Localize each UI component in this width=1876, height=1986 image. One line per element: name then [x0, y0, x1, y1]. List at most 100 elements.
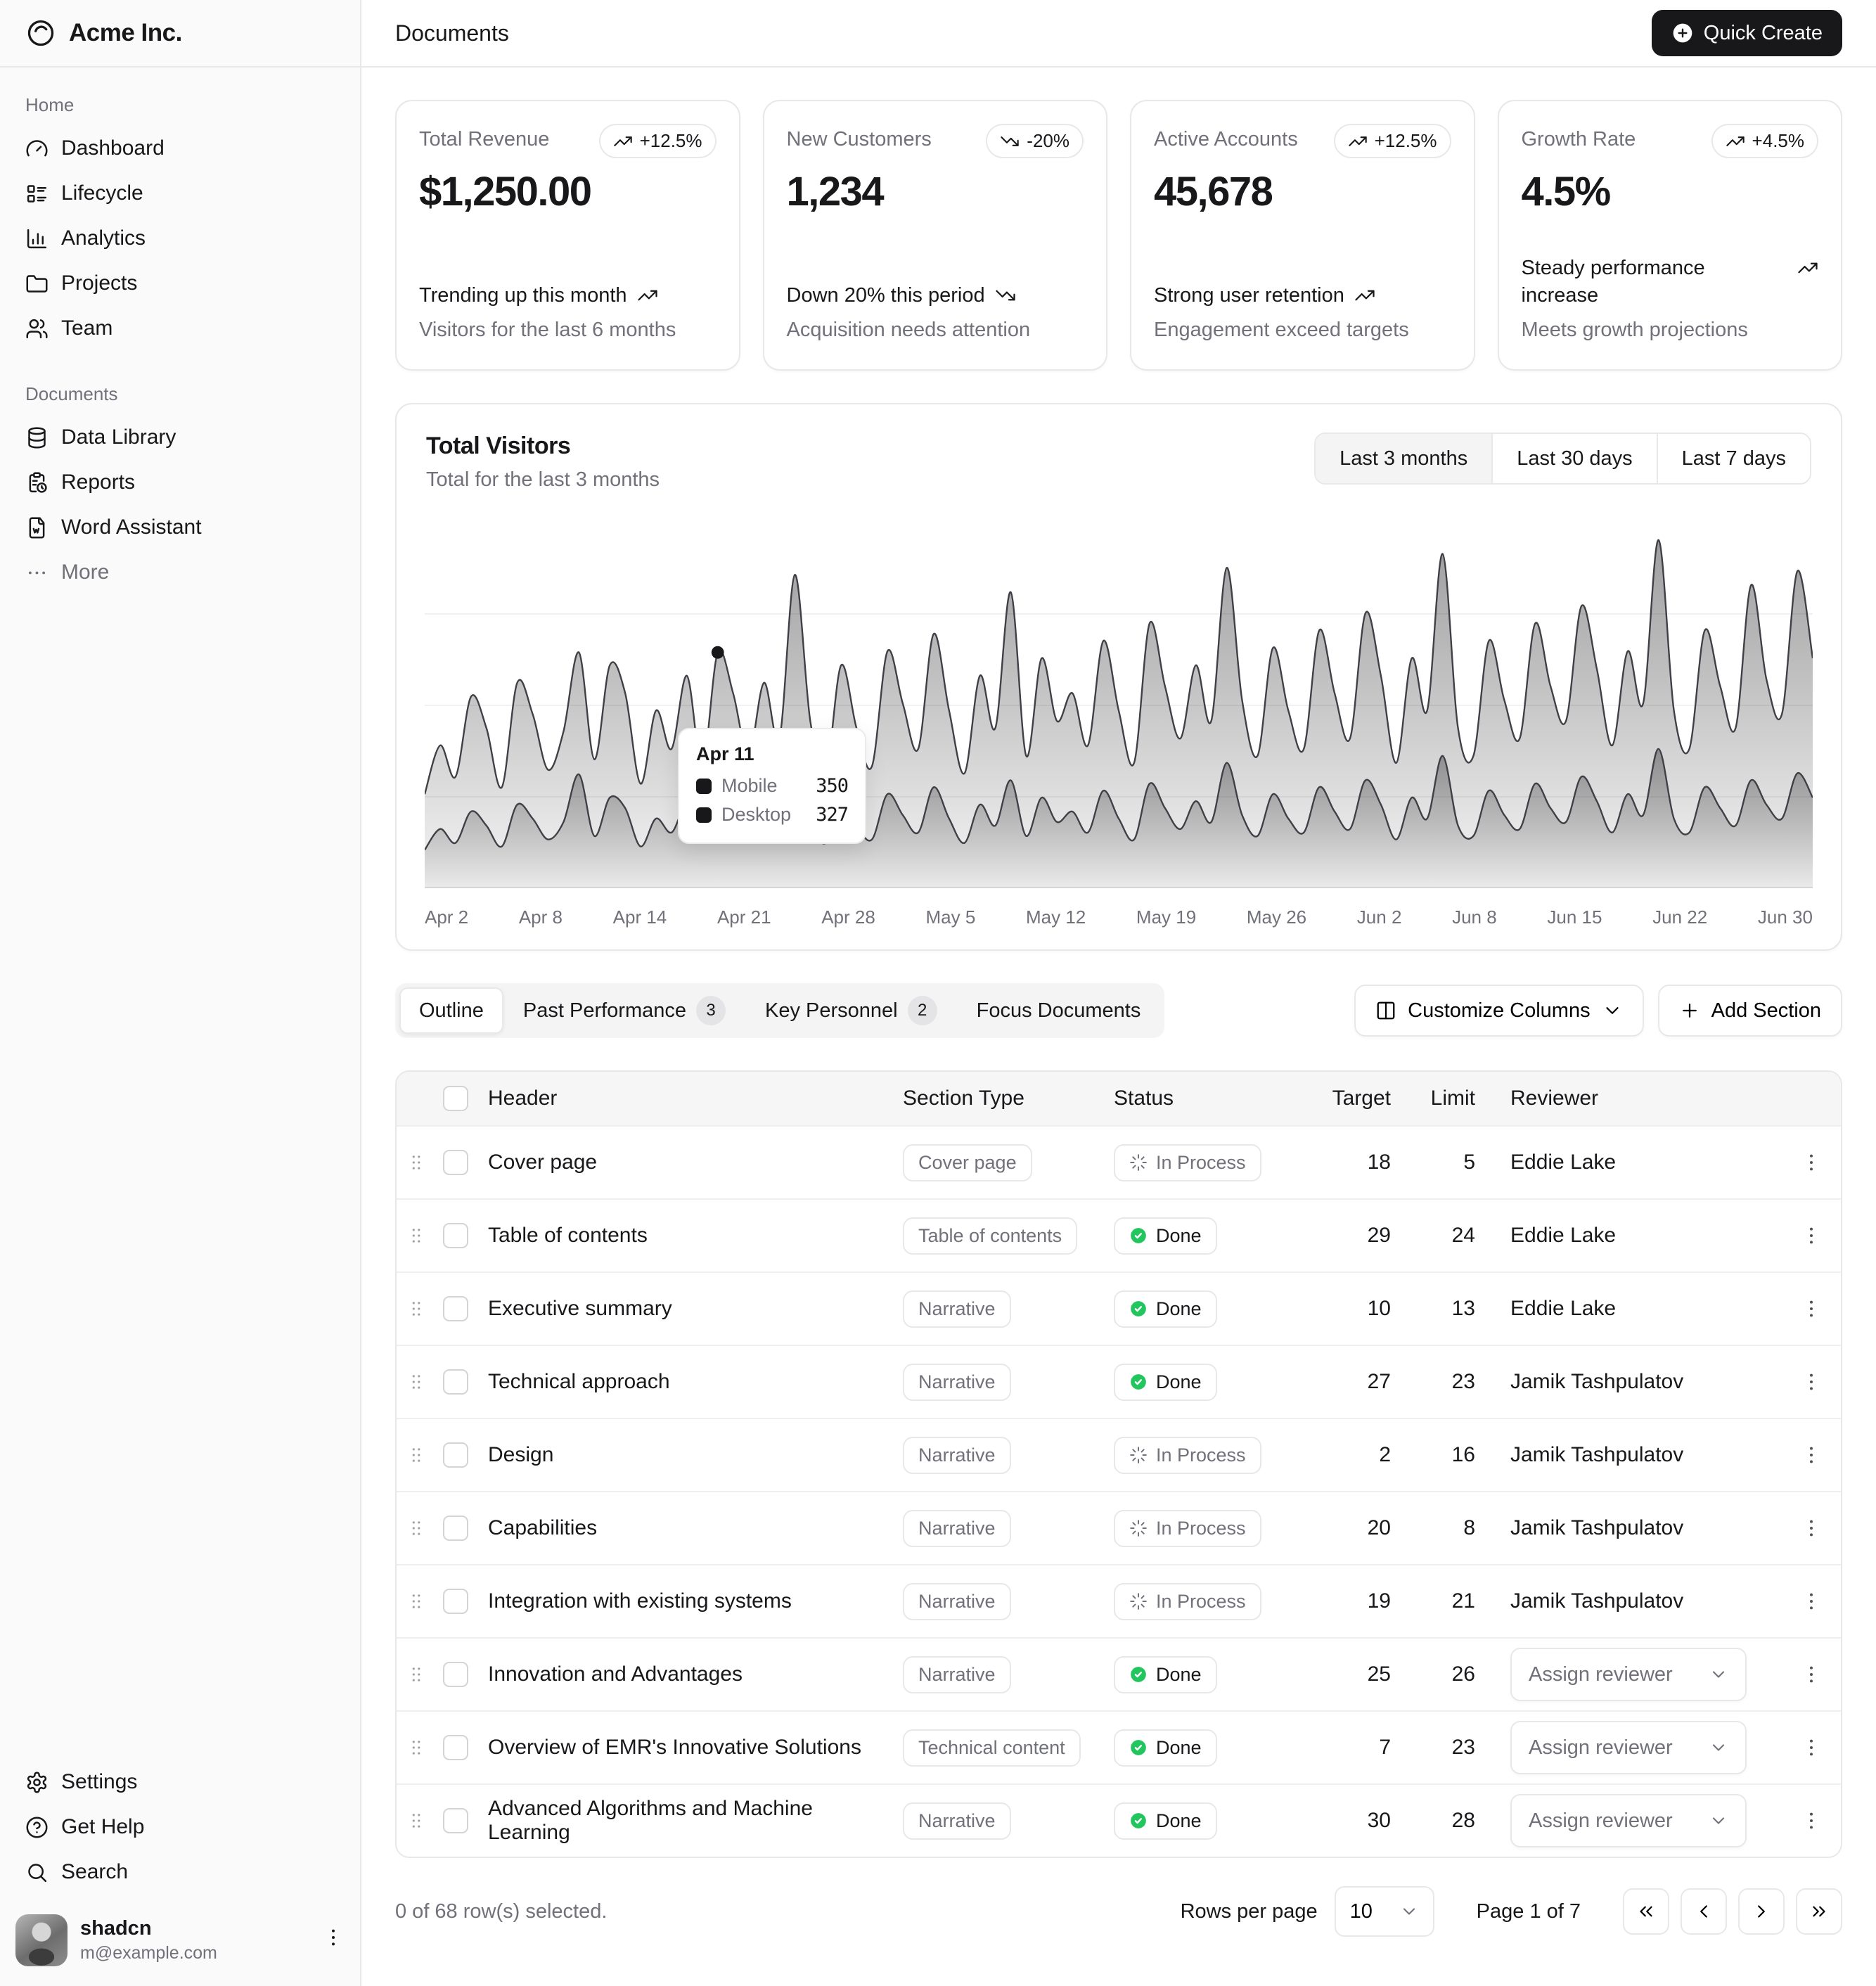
range-option-last-7-days[interactable]: Last 7 days: [1656, 434, 1810, 484]
assign-reviewer-select[interactable]: Assign reviewer: [1510, 1648, 1747, 1702]
sidebar-item-lifecycle[interactable]: Lifecycle: [13, 171, 347, 216]
range-option-last-3-months[interactable]: Last 3 months: [1316, 434, 1492, 484]
limit-value[interactable]: 26: [1451, 1663, 1475, 1686]
limit-value[interactable]: 28: [1451, 1809, 1475, 1833]
sidebar-item-analytics[interactable]: Analytics: [13, 216, 347, 261]
row-actions-button[interactable]: [1782, 1809, 1841, 1832]
sidebar-item-settings[interactable]: Settings: [13, 1760, 347, 1805]
last-page-button[interactable]: [1796, 1888, 1842, 1935]
row-checkbox[interactable]: [443, 1516, 468, 1542]
tab-key-personnel[interactable]: Key Personnel 2: [745, 987, 957, 1034]
row-actions-button[interactable]: [1782, 1663, 1841, 1686]
assign-reviewer-select[interactable]: Assign reviewer: [1510, 1794, 1747, 1848]
sidebar-item-more[interactable]: More: [13, 550, 347, 595]
row-header-cell[interactable]: Integration with existing systems: [488, 1589, 792, 1613]
row-actions-button[interactable]: [1782, 1371, 1841, 1393]
row-header-cell[interactable]: Cover page: [488, 1151, 598, 1174]
drag-handle[interactable]: [397, 1518, 436, 1539]
range-option-last-30-days[interactable]: Last 30 days: [1491, 434, 1657, 484]
tab-outline[interactable]: Outline: [399, 987, 503, 1034]
sidebar-item-search[interactable]: Search: [13, 1850, 347, 1895]
drag-handle[interactable]: [397, 1810, 436, 1831]
target-value[interactable]: 29: [1367, 1224, 1391, 1248]
status-badge: In Process: [1114, 1143, 1261, 1181]
target-value[interactable]: 27: [1367, 1370, 1391, 1394]
target-value[interactable]: 25: [1367, 1663, 1391, 1686]
chevron-down-icon: [1712, 1671, 1725, 1678]
user-menu-ellipsis-icon[interactable]: [322, 1926, 345, 1954]
row-header-cell[interactable]: Capabilities: [488, 1516, 598, 1540]
target-value[interactable]: 10: [1367, 1297, 1391, 1321]
target-value[interactable]: 19: [1367, 1589, 1391, 1613]
row-actions-button[interactable]: [1782, 1151, 1841, 1174]
chart-heading: Total Visitors Total for the last 3 mont…: [426, 433, 660, 492]
limit-value[interactable]: 16: [1451, 1443, 1475, 1467]
limit-value[interactable]: 13: [1451, 1297, 1475, 1321]
row-header-cell[interactable]: Overview of EMR's Innovative Solutions: [488, 1736, 861, 1760]
tab-focus-documents[interactable]: Focus Documents: [957, 987, 1161, 1034]
row-checkbox[interactable]: [443, 1589, 468, 1615]
target-value[interactable]: 20: [1367, 1516, 1391, 1540]
row-header-cell[interactable]: Technical approach: [488, 1370, 670, 1394]
row-actions-button[interactable]: [1782, 1736, 1841, 1759]
row-checkbox[interactable]: [443, 1735, 468, 1761]
row-actions-button[interactable]: [1782, 1517, 1841, 1539]
drag-handle[interactable]: [397, 1152, 436, 1173]
row-header-cell[interactable]: Innovation and Advantages: [488, 1663, 743, 1686]
user-menu[interactable]: shadcn m@example.com: [0, 1900, 360, 1986]
workspace-switcher[interactable]: Acme Inc.: [0, 0, 360, 68]
row-actions-button[interactable]: [1782, 1444, 1841, 1466]
rows-per-page-select[interactable]: 10: [1334, 1886, 1434, 1937]
limit-value[interactable]: 8: [1463, 1516, 1475, 1540]
chart-area[interactable]: Apr 11 Mobile 350 Desktop 327: [397, 523, 1841, 889]
drag-handle[interactable]: [397, 1225, 436, 1246]
drag-handle[interactable]: [397, 1737, 436, 1758]
target-value[interactable]: 18: [1367, 1151, 1391, 1174]
limit-value[interactable]: 23: [1451, 1370, 1475, 1394]
row-header-cell[interactable]: Design: [488, 1443, 554, 1467]
drag-handle[interactable]: [397, 1298, 436, 1319]
assign-reviewer-select[interactable]: Assign reviewer: [1510, 1721, 1747, 1775]
row-checkbox[interactable]: [443, 1808, 468, 1834]
sidebar-item-dashboard[interactable]: Dashboard: [13, 126, 347, 171]
row-header-cell[interactable]: Advanced Algorithms and Machine Learning: [488, 1797, 813, 1845]
limit-value[interactable]: 23: [1451, 1736, 1475, 1760]
customize-columns-button[interactable]: Customize Columns: [1354, 985, 1644, 1037]
select-all-checkbox[interactable]: [443, 1086, 468, 1112]
limit-value[interactable]: 21: [1451, 1589, 1475, 1613]
row-actions-button[interactable]: [1782, 1590, 1841, 1613]
sidebar-item-projects[interactable]: Projects: [13, 261, 347, 306]
row-checkbox[interactable]: [443, 1662, 468, 1688]
sidebar-item-get-help[interactable]: Get Help: [13, 1805, 347, 1850]
sidebar-item-word-assistant[interactable]: Word Assistant: [13, 505, 347, 550]
row-actions-button[interactable]: [1782, 1224, 1841, 1247]
row-checkbox[interactable]: [443, 1296, 468, 1322]
drag-handle[interactable]: [397, 1371, 436, 1392]
tab-past-performance[interactable]: Past Performance 3: [503, 987, 745, 1034]
target-value[interactable]: 2: [1379, 1443, 1391, 1467]
limit-value[interactable]: 24: [1451, 1224, 1475, 1248]
next-page-button[interactable]: [1738, 1888, 1785, 1935]
reviewer-cell: Assign reviewer: [1493, 1794, 1782, 1848]
sidebar-item-reports[interactable]: Reports: [13, 460, 347, 505]
limit-value[interactable]: 5: [1463, 1151, 1475, 1174]
row-checkbox[interactable]: [443, 1442, 468, 1468]
drag-handle[interactable]: [397, 1664, 436, 1685]
drag-handle[interactable]: [397, 1591, 436, 1612]
quick-create-button[interactable]: Quick Create: [1651, 10, 1842, 56]
row-checkbox[interactable]: [443, 1223, 468, 1249]
drag-handle[interactable]: [397, 1444, 436, 1466]
prev-page-button[interactable]: [1681, 1888, 1727, 1935]
row-actions-button[interactable]: [1782, 1298, 1841, 1320]
first-page-button[interactable]: [1623, 1888, 1669, 1935]
sidebar-item-data-library[interactable]: Data Library: [13, 415, 347, 460]
row-header-cell[interactable]: Table of contents: [488, 1224, 648, 1248]
row-checkbox[interactable]: [443, 1369, 468, 1395]
target-value[interactable]: 30: [1367, 1809, 1391, 1833]
row-header-cell[interactable]: Executive summary: [488, 1297, 672, 1321]
sidebar-item-team[interactable]: Team: [13, 306, 347, 351]
add-section-button[interactable]: Add Section: [1657, 985, 1842, 1037]
row-checkbox[interactable]: [443, 1150, 468, 1176]
target-value[interactable]: 7: [1379, 1736, 1391, 1760]
area-chart: [425, 539, 1813, 889]
